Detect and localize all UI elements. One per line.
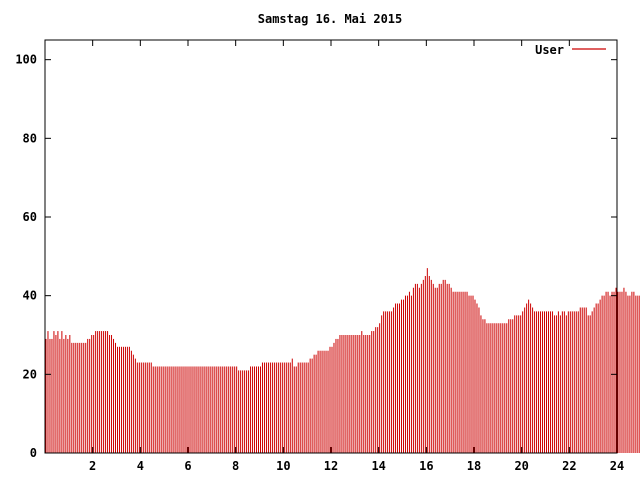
x-tick-label: 18 (467, 459, 481, 473)
x-tick-label: 6 (184, 459, 191, 473)
legend-label: User (535, 43, 564, 57)
y-tick-label: 80 (23, 131, 37, 145)
y-tick-label: 60 (23, 210, 37, 224)
x-tick-label: 20 (514, 459, 528, 473)
x-tick-label: 2 (89, 459, 96, 473)
x-tick-label: 22 (562, 459, 576, 473)
x-tick-label: 24 (610, 459, 624, 473)
y-tick-label: 20 (23, 367, 37, 381)
legend: User (535, 43, 606, 57)
x-axis: 2 4 6 8 10 12 14 16 18 20 22 24 (89, 40, 624, 473)
x-tick-label: 16 (419, 459, 433, 473)
y-tick-label: 100 (15, 53, 37, 67)
x-tick-label: 8 (232, 459, 239, 473)
x-tick-label: 12 (324, 459, 338, 473)
x-tick-label: 14 (371, 459, 385, 473)
y-tick-label: 0 (30, 446, 37, 460)
y-tick-label: 40 (23, 289, 37, 303)
y-axis: 0 20 40 60 80 100 (15, 53, 617, 460)
x-tick-label: 4 (137, 459, 144, 473)
x-tick-label: 10 (276, 459, 290, 473)
chart-title: Samstag 16. Mai 2015 (258, 12, 403, 26)
bars-group (45, 268, 640, 453)
